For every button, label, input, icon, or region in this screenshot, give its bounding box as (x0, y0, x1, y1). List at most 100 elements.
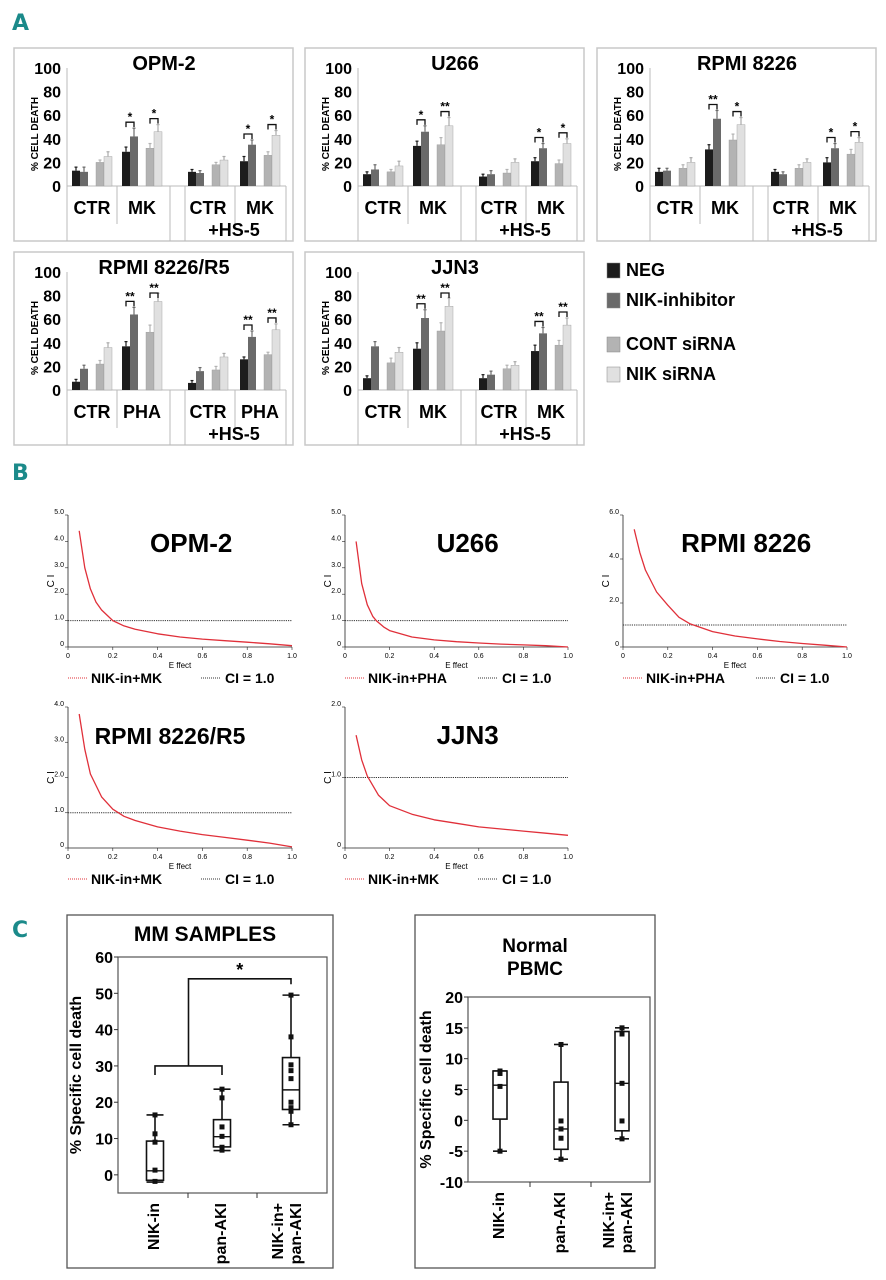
subgroup-label: +HS-5 (499, 220, 551, 240)
y-tick-label: 20 (626, 155, 644, 172)
significance-marker: ** (267, 306, 277, 320)
x-tick-label: 0.8 (519, 854, 529, 861)
significance-bracket (416, 303, 426, 309)
data-point (152, 1178, 158, 1184)
bar-nik-sirna (103, 347, 113, 391)
y-tick-label: 40 (334, 336, 352, 353)
chart-title: RPMI 8226 (681, 528, 811, 558)
data-point (558, 1135, 564, 1141)
x-tick-label: 0 (66, 854, 70, 861)
bar-nik-sirna (854, 142, 864, 187)
bar-nik-inhibitor (196, 371, 204, 390)
bar-neg (188, 171, 196, 186)
category-label: MK (537, 402, 565, 422)
chart-frame (304, 47, 585, 242)
x-category-label: NIK-in (146, 1203, 163, 1250)
data-point (288, 1062, 294, 1068)
x-category-label: pan-AKI (552, 1192, 569, 1253)
panel-label-a: A (12, 11, 29, 36)
chart-frame (304, 251, 585, 446)
y-tick-label: 40 (334, 132, 352, 149)
bar-cont-sirna (678, 168, 688, 187)
y-tick-label: 100 (617, 61, 644, 78)
y-tick-label: 20 (43, 359, 61, 376)
category-label: MK (537, 198, 565, 218)
data-point (497, 1083, 503, 1089)
x-tick-label: 1.0 (287, 653, 297, 660)
significance-marker: * (735, 100, 740, 114)
data-point (288, 1068, 294, 1074)
bar-nik-sirna (394, 165, 404, 187)
y-tick-label: 80 (43, 289, 61, 306)
y-tick-label: 2.0 (54, 772, 64, 779)
panel-label-b: B (12, 461, 29, 486)
y-axis-label: % CELL DEATH (321, 301, 332, 375)
bar-cont-sirna (263, 354, 273, 391)
category-label: MK (246, 198, 274, 218)
category-label: CTR (190, 198, 227, 218)
data-point (152, 1139, 158, 1145)
data-point (288, 1076, 294, 1082)
ci-chart-u266: 0 1.0 2.0 3.0 4.0 5.0 0 0.2 0.4 0.6 0.8 1.0 E ffect C… (323, 509, 573, 686)
y-axis-label: C I (601, 575, 612, 588)
bar-nik-inhibitor (421, 318, 429, 390)
bar-nik-sirna (103, 156, 113, 187)
legend-curve-label: NIK-in+MK (91, 871, 162, 887)
y-axis-label: % CELL DEATH (613, 97, 624, 171)
legend-ref-label: CI = 1.0 (780, 670, 830, 686)
y-axis-label: C I (323, 771, 334, 784)
y-axis-label: % Specific cell death (68, 996, 85, 1154)
ci-chart-rpmi-8226-r5: 0 1.0 2.0 3.0 4.0 0 0.2 0.4 0.6 0.8 1.0 E ffect C I R… (46, 701, 297, 887)
x-tick-label: 0.6 (198, 653, 208, 660)
y-tick-label: 2.0 (609, 597, 619, 604)
significance-bracket (440, 292, 450, 298)
y-tick-label: 6.0 (609, 509, 619, 516)
y-tick-label: 60 (334, 108, 352, 125)
bar-nik-sirna (153, 131, 163, 187)
y-tick-label: 60 (43, 312, 61, 329)
chart-title-line2: PBMC (507, 959, 563, 980)
category-label: CTR (481, 198, 518, 218)
y-tick-label: 2.0 (331, 588, 341, 595)
significance-marker: * (270, 113, 275, 127)
significance-bracket (558, 311, 568, 318)
y-tick-label: 0 (52, 179, 61, 196)
y-tick-label: 80 (43, 85, 61, 102)
legend-ref-label: CI = 1.0 (502, 670, 552, 686)
bar-neg (413, 145, 421, 186)
significance-marker: * (128, 110, 133, 124)
chart-title: JJN3 (437, 720, 499, 750)
bar-neg (531, 351, 539, 390)
y-tick-label: 80 (334, 85, 352, 102)
bar-neg (655, 171, 663, 186)
significance-marker: * (829, 126, 834, 140)
y-tick-label: 100 (325, 265, 352, 282)
bar-cont-sirna (502, 368, 512, 391)
bar-nik-inhibitor (248, 144, 256, 186)
significance-marker: ** (243, 313, 253, 327)
significance-marker: ** (416, 292, 426, 306)
significance-bracket (149, 117, 159, 124)
y-tick-label: -10 (440, 1175, 463, 1192)
significance-marker: * (152, 107, 157, 121)
category-label: MK (711, 198, 739, 218)
y-tick-label: 1.0 (331, 772, 341, 779)
chart-frame (414, 914, 656, 1269)
bar-cont-sirna (436, 330, 446, 391)
y-tick-label: 0 (343, 383, 352, 400)
y-tick-label: 40 (43, 336, 61, 353)
chart-title: RPMI 8226 (697, 53, 797, 75)
bar-nik-inhibitor (80, 171, 88, 186)
bar-nik-inhibitor (130, 136, 138, 186)
category-label: PHA (123, 402, 161, 422)
ci-curve (355, 735, 569, 836)
chart-frame (66, 914, 334, 1269)
y-tick-label: 15 (445, 1021, 463, 1038)
y-tick-label: 0 (60, 641, 64, 648)
y-tick-label: 0 (615, 641, 619, 648)
bar-chart-opm-2: OPM-2 % CELL DEATH 0 20 40 60 80 100 CTR * * MK CTR *… (13, 47, 294, 242)
significance-bracket (125, 300, 135, 307)
category-label: CTR (773, 198, 810, 218)
significance-marker: ** (440, 281, 450, 295)
